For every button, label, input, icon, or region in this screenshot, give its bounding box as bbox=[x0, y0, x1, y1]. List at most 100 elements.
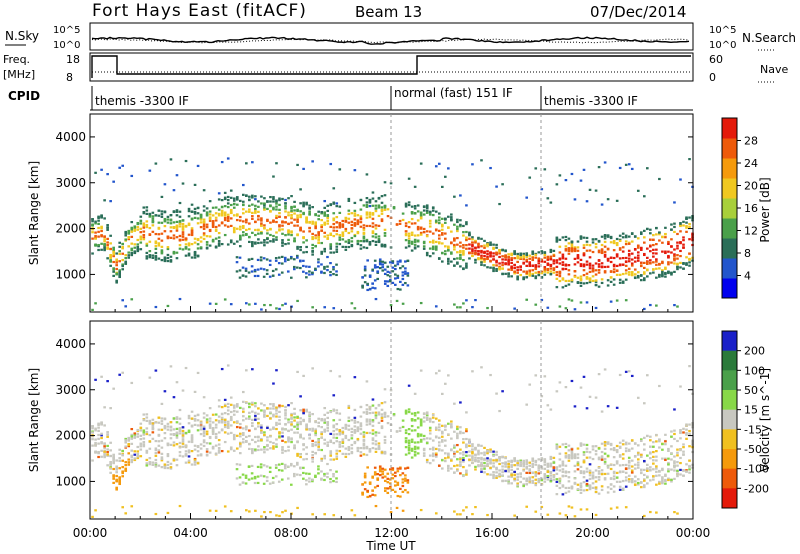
range-gate-cell bbox=[314, 434, 317, 437]
range-gate-cell bbox=[425, 211, 429, 214]
range-gate-cell bbox=[202, 223, 206, 226]
range-gate-cell bbox=[254, 509, 257, 512]
range-gate-cell bbox=[238, 476, 242, 479]
range-gate-cell bbox=[281, 232, 284, 235]
range-gate-cell bbox=[528, 272, 532, 275]
range-gate-cell bbox=[670, 435, 673, 438]
range-gate-cell bbox=[136, 433, 140, 436]
range-gate-cell bbox=[94, 427, 97, 430]
range-gate-cell bbox=[332, 394, 336, 397]
range-gate-cell bbox=[407, 408, 411, 411]
range-gate-cell bbox=[103, 246, 106, 249]
range-gate-cell bbox=[543, 266, 547, 269]
range-gate-cell bbox=[178, 417, 182, 420]
range-gate-cell bbox=[157, 421, 161, 424]
range-gate-cell bbox=[263, 241, 266, 244]
range-gate-cell bbox=[525, 276, 529, 279]
range-gate-cell bbox=[172, 433, 176, 436]
range-gate-cell bbox=[425, 204, 429, 207]
range-gate-cell bbox=[130, 435, 134, 438]
range-gate-cell bbox=[350, 236, 354, 240]
range-gate-cell bbox=[184, 453, 188, 456]
range-gate-cell bbox=[193, 390, 197, 393]
range-gate-cell bbox=[603, 368, 607, 371]
range-gate-cell bbox=[151, 431, 155, 434]
range-gate-cell bbox=[160, 457, 164, 461]
range-gate-cell bbox=[406, 274, 410, 277]
range-gate-cell bbox=[498, 472, 501, 475]
range-gate-cell bbox=[495, 476, 498, 479]
range-gate-cell bbox=[308, 417, 311, 420]
range-gate-cell bbox=[516, 473, 519, 476]
range-gate-cell bbox=[109, 242, 112, 245]
range-gate-cell bbox=[636, 246, 640, 249]
range-gate-cell bbox=[314, 268, 317, 272]
range-gate-cell bbox=[202, 412, 206, 415]
range-gate-cell bbox=[133, 250, 137, 253]
range-gate-cell bbox=[311, 235, 314, 239]
range-gate-cell bbox=[365, 408, 369, 411]
range-gate-cell bbox=[187, 248, 191, 251]
range-gate-cell bbox=[664, 233, 667, 236]
range-gate-cell bbox=[374, 450, 378, 453]
range-gate-cell bbox=[489, 266, 492, 269]
range-gate-cell bbox=[112, 453, 115, 456]
range-gate-cell bbox=[172, 417, 176, 420]
range-gate-cell bbox=[522, 459, 526, 462]
range-gate-cell bbox=[160, 252, 164, 255]
range-gate-cell bbox=[272, 196, 275, 199]
range-gate-cell bbox=[305, 426, 308, 429]
range-gate-cell bbox=[296, 441, 299, 444]
range-gate-cell bbox=[356, 242, 360, 246]
range-gate-cell bbox=[564, 386, 568, 389]
range-gate-cell bbox=[679, 429, 682, 432]
range-gate-cell bbox=[308, 437, 311, 440]
range-gate-cell bbox=[263, 404, 266, 407]
range-gate-cell bbox=[658, 480, 661, 484]
range-gate-cell bbox=[299, 453, 302, 456]
range-gate-cell bbox=[187, 223, 191, 227]
range-gate-cell bbox=[396, 276, 400, 279]
range-gate-cell bbox=[247, 271, 251, 274]
range-gate-cell bbox=[302, 201, 305, 204]
range-gate-cell bbox=[661, 448, 664, 451]
range-gate-cell bbox=[567, 269, 571, 272]
range-gate-cell bbox=[112, 246, 115, 249]
range-gate-cell bbox=[564, 491, 568, 494]
range-gate-cell bbox=[106, 243, 109, 247]
range-gate-cell bbox=[688, 459, 691, 462]
range-gate-cell bbox=[175, 224, 179, 227]
range-gate-cell bbox=[314, 475, 317, 479]
range-gate-cell bbox=[594, 283, 598, 286]
range-gate-cell bbox=[615, 242, 619, 245]
range-gate-cell bbox=[465, 437, 468, 441]
range-gate-cell bbox=[187, 461, 191, 464]
range-gate-cell bbox=[160, 259, 164, 262]
range-gate-cell bbox=[199, 422, 203, 425]
range-gate-cell bbox=[359, 428, 363, 431]
range-gate-cell bbox=[314, 474, 317, 477]
range-gate-cell bbox=[489, 448, 492, 451]
range-gate-cell bbox=[202, 430, 206, 433]
range-gate-cell bbox=[154, 251, 158, 255]
range-gate-cell bbox=[480, 461, 483, 464]
range-gate-cell bbox=[655, 263, 658, 266]
range-gate-cell bbox=[688, 471, 691, 474]
range-gate-cell bbox=[612, 256, 616, 260]
range-gate-cell bbox=[196, 445, 200, 448]
range-gate-cell bbox=[627, 480, 631, 483]
range-gate-cell bbox=[513, 257, 516, 260]
range-gate-cell bbox=[238, 225, 242, 228]
range-gate-cell bbox=[398, 426, 402, 430]
range-gate-cell bbox=[160, 439, 164, 442]
range-gate-cell bbox=[329, 262, 332, 265]
range-gate-cell bbox=[244, 267, 248, 270]
range-gate-cell bbox=[320, 229, 323, 232]
range-gate-cell bbox=[413, 238, 417, 241]
range-gate-cell bbox=[495, 392, 498, 395]
range-gate-cell bbox=[115, 252, 118, 255]
range-gate-cell bbox=[187, 455, 191, 458]
noise-right-label: N.Search bbox=[742, 31, 796, 45]
range-gate-cell bbox=[178, 422, 182, 425]
